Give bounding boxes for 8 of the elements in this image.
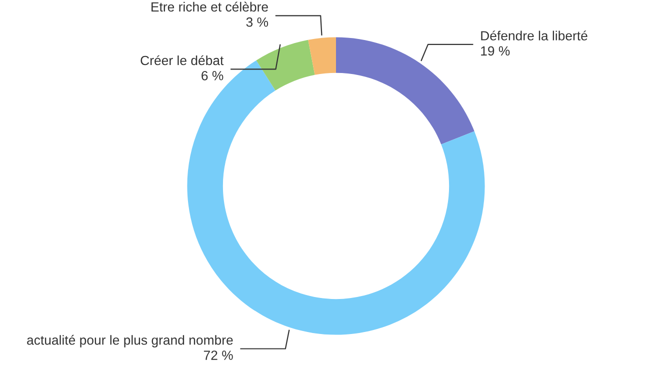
data-label: 3 %	[246, 17, 268, 27]
data-label: 72 %	[204, 350, 233, 360]
data-label: 6 %	[202, 70, 224, 80]
slice-label: actualité pour le plus grand nombre	[27, 334, 233, 348]
slice-label: Etre riche et célèbre	[152, 2, 268, 12]
slice-label: Défendre la liberté	[481, 30, 588, 40]
data-label: 19 %	[481, 46, 510, 56]
slice-label: Créer le débat	[140, 55, 224, 66]
